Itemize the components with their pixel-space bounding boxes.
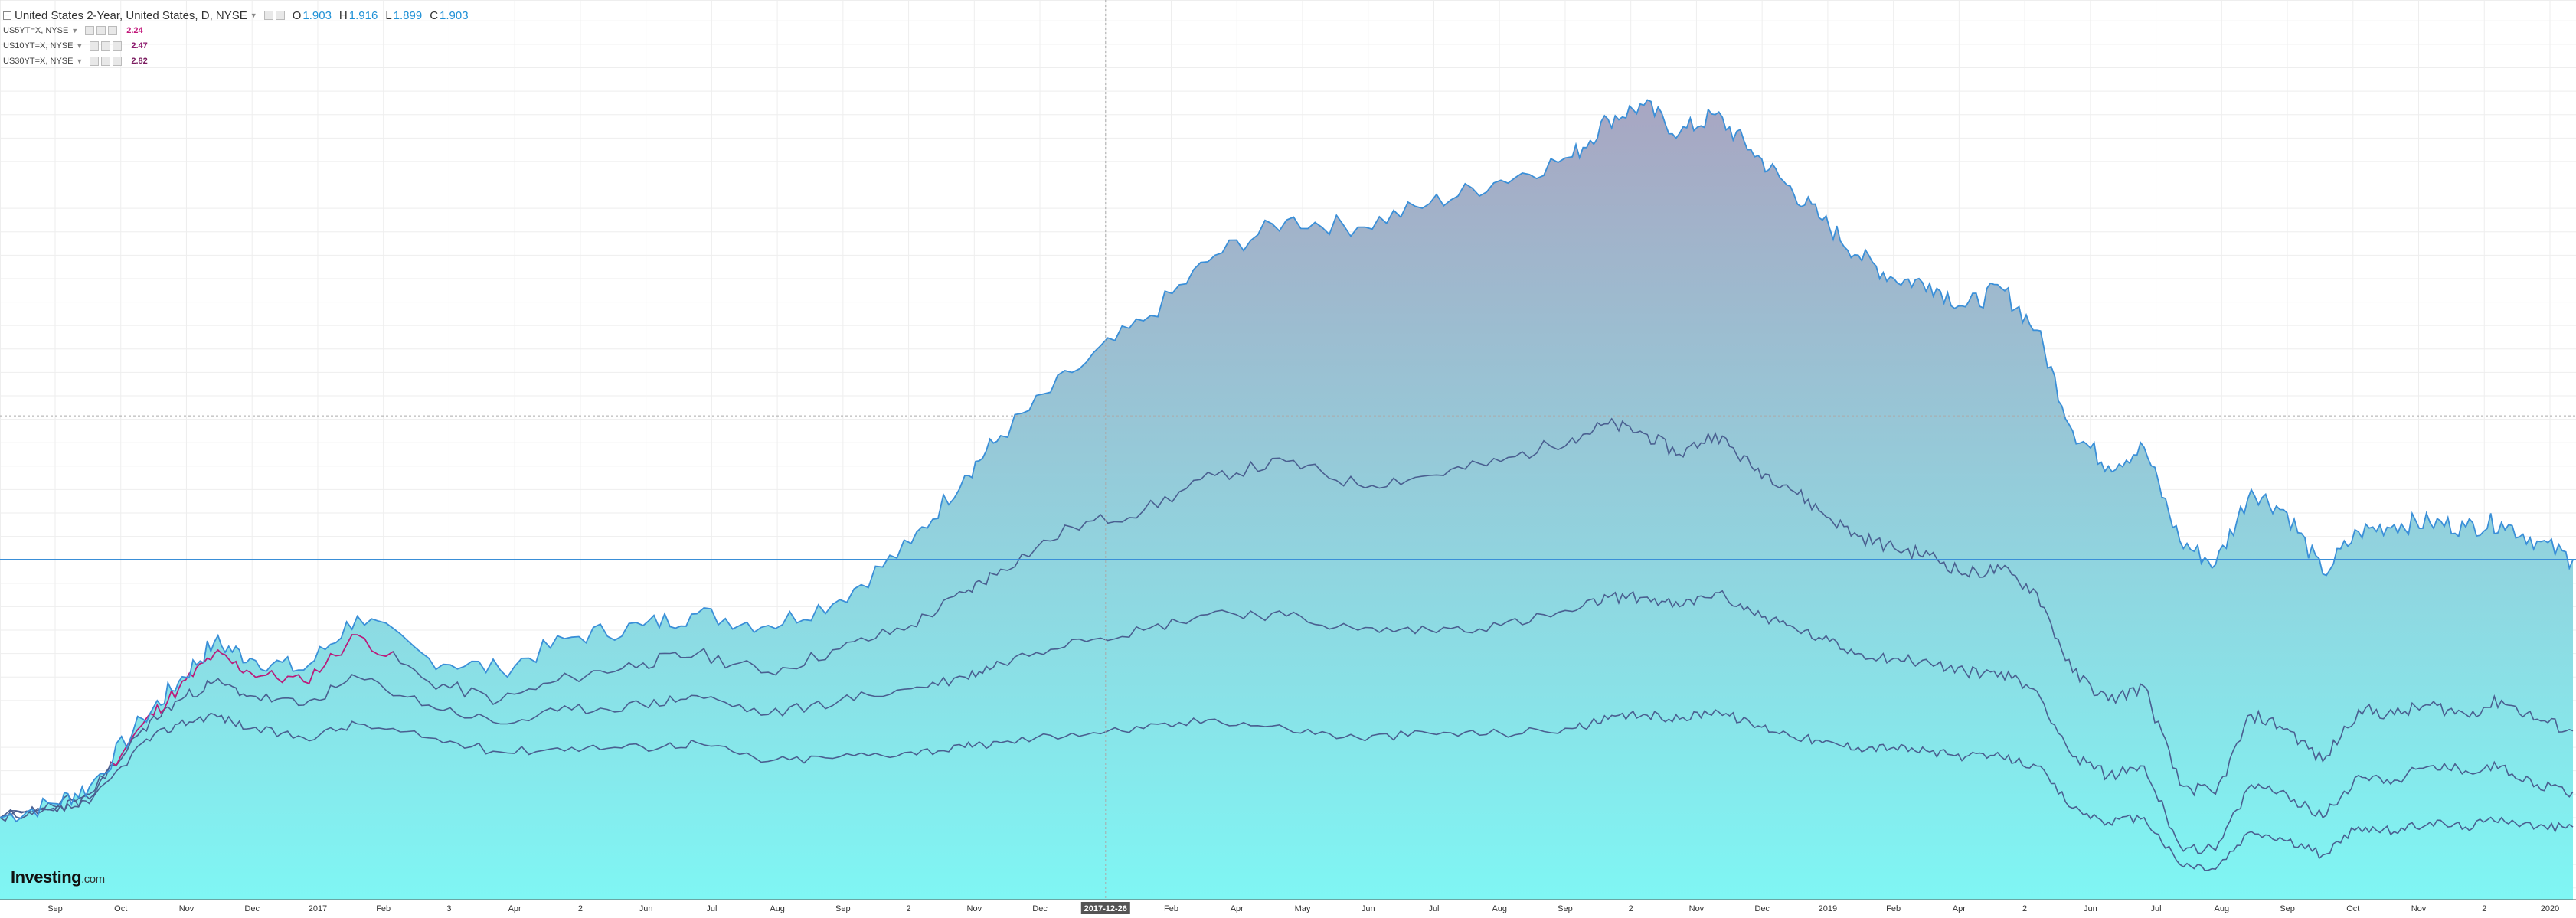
collapse-icon[interactable]: − xyxy=(3,11,11,20)
x-tick-label: Aug xyxy=(2215,904,2230,913)
x-tick-label: Dec xyxy=(244,904,260,913)
series-line-us10y xyxy=(0,590,2574,854)
x-tick-label: 3 xyxy=(446,904,451,913)
x-tick-label: Dec xyxy=(1754,904,1770,913)
x-tick-label: Sep xyxy=(2280,904,2295,913)
x-tick-label: Jun xyxy=(2084,904,2097,913)
x-tick-label: Jul xyxy=(706,904,717,913)
close-icon[interactable] xyxy=(113,41,123,51)
crosshair-x-badge xyxy=(1080,902,1130,914)
x-tick-label: 2019 xyxy=(1819,904,1837,913)
series-line-us2y xyxy=(0,99,2574,823)
legend-series-row[interactable]: US10YT=X, NYSE ▼ 2.47 xyxy=(3,38,469,54)
series-label: US5YT=X, NYSE xyxy=(3,26,69,35)
x-tick-label: Jul xyxy=(1428,904,1439,913)
series-value: 2.82 xyxy=(131,57,148,66)
high-key: H xyxy=(338,8,348,22)
x-tick-label: Aug xyxy=(1492,904,1507,913)
series-line-us5y-early xyxy=(110,634,394,766)
chevron-down-icon[interactable]: ▼ xyxy=(76,57,83,65)
series-label: US30YT=X, NYSE xyxy=(3,57,74,66)
x-tick-label: Dec xyxy=(1032,904,1048,913)
x-tick-label: 2 xyxy=(2482,904,2486,913)
eye-icon[interactable] xyxy=(263,11,273,20)
settings-icon[interactable] xyxy=(275,11,285,20)
x-tick-label: May xyxy=(1295,904,1311,913)
x-tick-label: Oct xyxy=(2346,904,2359,913)
x-tick-label: Feb xyxy=(1886,904,1901,913)
x-tick-label: Nov xyxy=(2411,904,2427,913)
x-tick-label: Sep xyxy=(835,904,851,913)
x-tick-label: Jun xyxy=(1362,904,1375,913)
close-icon[interactable] xyxy=(108,26,118,35)
open-value: 1.903 xyxy=(302,8,332,22)
x-tick-label: Apr xyxy=(508,904,521,913)
legend-series-row[interactable]: US5YT=X, NYSE ▼ 2.24 xyxy=(3,23,469,38)
low-value: 1.899 xyxy=(393,8,423,22)
chevron-down-icon[interactable]: ▼ xyxy=(250,11,257,19)
eye-icon[interactable] xyxy=(85,26,95,35)
x-tick-label: 2 xyxy=(907,904,911,913)
x-tick-label: Nov xyxy=(967,904,982,913)
legend-main-row[interactable]: − United States 2-Year, United States, D… xyxy=(3,8,469,23)
logo-suffix: .com xyxy=(81,873,105,886)
x-tick-label: 2 xyxy=(1629,904,1633,913)
x-tick-label: Feb xyxy=(376,904,391,913)
x-tick-label: 2017 xyxy=(309,904,327,913)
eye-icon[interactable] xyxy=(90,41,100,51)
chevron-down-icon[interactable]: ▼ xyxy=(76,42,83,50)
settings-icon[interactable] xyxy=(101,57,111,66)
eye-icon[interactable] xyxy=(90,57,100,66)
series-value: 2.24 xyxy=(126,26,143,35)
series-line-us30y xyxy=(0,709,2574,871)
high-value: 1.916 xyxy=(348,8,378,22)
series-value: 2.47 xyxy=(131,41,148,51)
legend-series-row[interactable]: US30YT=X, NYSE ▼ 2.82 xyxy=(3,54,469,69)
chart-legend: − United States 2-Year, United States, D… xyxy=(3,8,469,69)
x-tick-label: Nov xyxy=(1689,904,1705,913)
settings-icon[interactable] xyxy=(96,26,106,35)
main-series-area xyxy=(0,100,2573,900)
x-tick-label: Feb xyxy=(1164,904,1178,913)
open-key: O xyxy=(292,8,302,22)
x-tick-label: Sep xyxy=(1558,904,1573,913)
series-label: US10YT=X, NYSE xyxy=(3,41,74,51)
x-tick-label: Nov xyxy=(179,904,195,913)
x-tick-label: Jul xyxy=(2151,904,2162,913)
x-tick-label: Apr xyxy=(1231,904,1244,913)
investing-logo: Investing.com xyxy=(11,867,105,887)
x-tick-label: Jun xyxy=(639,904,653,913)
x-tick-label: Sep xyxy=(47,904,63,913)
x-tick-label: 2017-12-26 xyxy=(1084,904,1127,913)
x-tick-label: 2 xyxy=(578,904,583,913)
x-tick-label: 2 xyxy=(2022,904,2027,913)
x-tick-label: Oct xyxy=(114,904,127,913)
close-value: 1.903 xyxy=(440,8,469,22)
settings-icon[interactable] xyxy=(101,41,111,51)
x-tick-label: Apr xyxy=(1953,904,1966,913)
x-tick-label: 2020 xyxy=(2541,904,2559,913)
x-tick-label: Aug xyxy=(770,904,785,913)
logo-text: Investing xyxy=(11,867,82,887)
main-series-title: United States 2-Year, United States, D, … xyxy=(15,8,247,22)
low-key: L xyxy=(385,8,392,22)
series-line-us5y xyxy=(0,417,2574,819)
close-key: C xyxy=(430,8,439,22)
chevron-down-icon[interactable]: ▼ xyxy=(71,27,79,34)
close-icon[interactable] xyxy=(113,57,123,66)
